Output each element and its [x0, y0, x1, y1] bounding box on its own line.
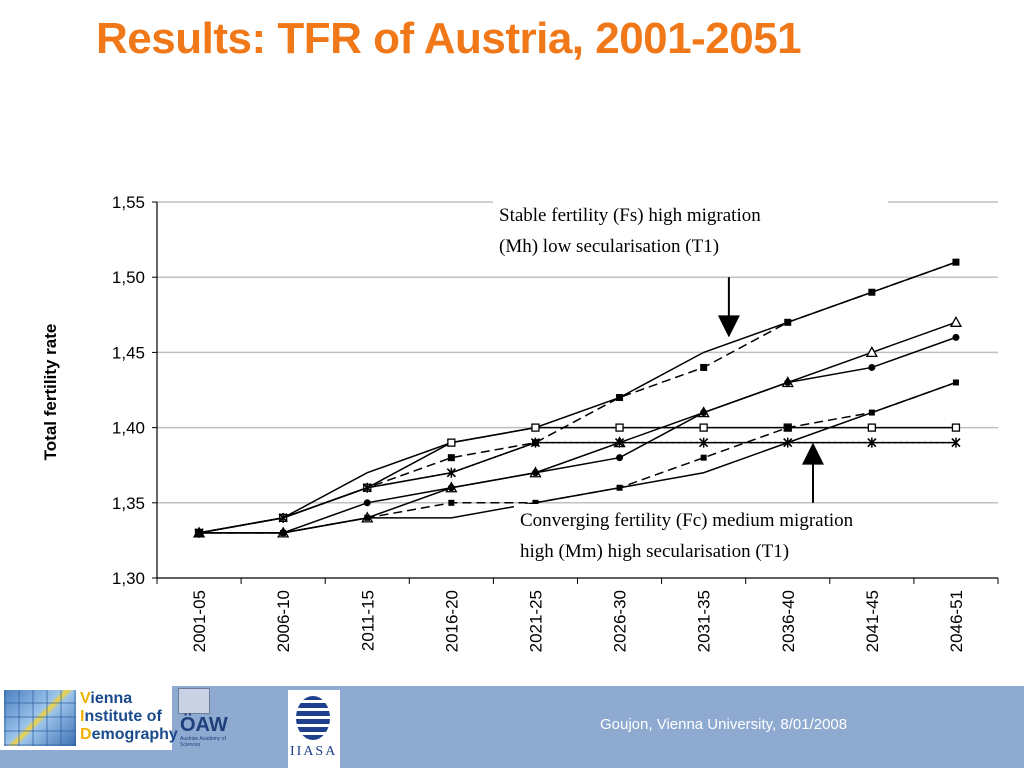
data-point: [952, 333, 960, 341]
x-tick-label: 2016-20: [442, 590, 461, 652]
annotation-converging-line-2: high (Mm) high secularisation (T1): [520, 541, 789, 562]
data-point: [868, 363, 876, 371]
data-point: [447, 484, 455, 492]
series-line: [198, 261, 957, 534]
vienna-institute-of-demography-logo: Vienna Institute of Demography: [0, 686, 178, 750]
data-point: [531, 469, 539, 477]
data-point: [699, 438, 709, 448]
oaw-name: ÖAW: [180, 714, 228, 736]
arrow-down-icon: [717, 315, 740, 338]
data-point: [952, 258, 960, 266]
iiasa-name: IIASA: [290, 744, 338, 759]
globe-icon: [296, 696, 330, 740]
oaw-logo: ÖAW Austrian Academy of Sciences: [176, 688, 238, 748]
annotation-converging-box: [514, 504, 954, 562]
x-tick-label: 2041-45: [863, 590, 882, 652]
data-point: [867, 438, 877, 448]
vid-logo-text: Vienna Institute of Demography: [80, 690, 178, 743]
data-point: [951, 438, 961, 448]
x-tick-label: 2046-51: [947, 590, 966, 652]
x-tick-label: 2011-15: [358, 590, 377, 651]
data-point: [362, 483, 372, 493]
vid-grid-icon: [4, 690, 76, 746]
data-point: [531, 423, 540, 432]
x-tick-label: 2001-05: [190, 590, 209, 652]
data-point: [446, 468, 456, 478]
data-point: [363, 499, 371, 507]
data-point: [615, 423, 624, 432]
footer-credit: Goujon, Vienna University, 8/01/2008: [600, 716, 848, 733]
data-point: [700, 363, 708, 371]
annotation-stable-box: [493, 199, 888, 257]
slide-title: Results: TFR of Austria, 2001-2051: [96, 14, 802, 63]
data-point: [784, 424, 791, 431]
data-point: [700, 454, 707, 461]
data-point: [949, 315, 963, 327]
data-point: [615, 438, 625, 448]
data-point: [784, 378, 792, 386]
iiasa-logo: IIASA: [288, 690, 340, 768]
x-tick-label: 2026-30: [611, 590, 630, 652]
data-point: [868, 288, 876, 296]
series-7: [194, 438, 961, 538]
y-tick-label: 1,55: [112, 193, 145, 212]
annotation-stable-line-2: (Mh) low secularisation (T1): [499, 236, 719, 257]
data-point: [448, 499, 455, 506]
series-line: [198, 441, 956, 534]
data-point: [447, 454, 455, 462]
axes-layer: 1,30 1,35 1,40 1,45 1,50 1,55 2001-05 2006-10 20…: [112, 193, 999, 652]
series-line: [199, 336, 957, 534]
data-point: [278, 513, 288, 523]
x-tick-label: 2031-35: [695, 590, 714, 652]
x-tick-label: 2006-10: [274, 590, 293, 652]
data-point: [867, 423, 876, 432]
y-tick-label: 1,40: [112, 419, 145, 438]
x-tick-label: 2021-25: [526, 590, 545, 652]
annotation-converging-line-1: Converging fertility (Fc) medium migrati…: [520, 510, 854, 531]
series-line: [199, 381, 957, 534]
data-point: [699, 423, 708, 432]
data-point: [447, 438, 456, 447]
x-tick-label: 2036-40: [779, 590, 798, 652]
data-point: [616, 394, 624, 402]
series-9: [199, 381, 957, 534]
arrow-up-icon: [801, 442, 824, 465]
y-tick-label: 1,45: [112, 343, 145, 362]
annotation-layer: Stable fertility (Fs) high migration (Mh)…: [493, 199, 954, 562]
y-axis-label: Total fertility rate: [41, 324, 60, 461]
data-point: [784, 318, 792, 326]
tfr-line-chart: 1,30 1,35 1,40 1,45 1,50 1,55 2001-05 2006-10 20…: [41, 193, 999, 652]
academy-building-icon: [178, 688, 210, 714]
data-point: [700, 409, 708, 417]
y-tick-label: 1,35: [112, 494, 145, 513]
y-tick-label: 1,30: [112, 569, 145, 588]
oaw-subtitle: Austrian Academy of Sciences: [180, 736, 226, 748]
data-point: [616, 454, 624, 462]
data-point: [865, 346, 878, 358]
series-layer: [192, 258, 963, 538]
y-tick-label: 1,50: [112, 268, 145, 287]
data-point: [951, 423, 961, 432]
annotation-stable-line-1: Stable fertility (Fs) high migration: [499, 205, 761, 226]
data-point: [530, 438, 540, 448]
